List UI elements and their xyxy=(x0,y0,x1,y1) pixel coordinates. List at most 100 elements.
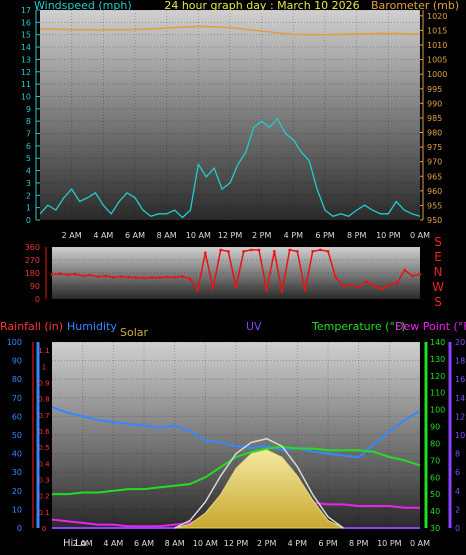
right-tick-label: 1010 xyxy=(427,41,447,50)
compass-label: S xyxy=(434,295,442,309)
uv-tick-label: 8 xyxy=(455,450,460,459)
right-tick-label: 955 xyxy=(427,201,442,210)
lo-label: Lo xyxy=(75,538,87,549)
wind-direction-point xyxy=(418,273,422,276)
wind-direction-point xyxy=(135,276,138,279)
barometer-line xyxy=(39,25,421,36)
wind-direction-point xyxy=(342,284,345,288)
x-tick-label: 6 PM xyxy=(315,231,334,240)
left-tick-label: 0 xyxy=(26,216,31,225)
right-tick-label: 990 xyxy=(427,99,442,108)
wind-direction-point xyxy=(334,276,337,279)
temp-tick-label: 40 xyxy=(430,507,440,516)
x-tick-label: 8 PM xyxy=(349,539,368,548)
x-tick-label: 12 PM xyxy=(218,231,243,240)
rain-tick-label: 0.1 xyxy=(38,509,49,517)
x-tick-label: 6 AM xyxy=(134,539,154,548)
wind-direction-point xyxy=(265,289,268,292)
x-tick-label: 4 PM xyxy=(288,539,307,548)
right-tick-label: 950 xyxy=(427,216,442,225)
x-tick-label: 6 AM xyxy=(125,231,145,240)
wind-direction-point xyxy=(119,275,123,278)
panel3-temp-ticks: 30 40 50 60 70 80 90 100 110 120 130 140 xyxy=(430,338,445,533)
wind-direction-point xyxy=(173,276,176,279)
wind-direction-point xyxy=(50,273,54,276)
humidity-tick-label: 50 xyxy=(12,431,22,440)
right-tick-label: 1005 xyxy=(427,56,447,65)
x-tick-label: 8 PM xyxy=(347,231,366,240)
wind-direction-point xyxy=(365,280,368,283)
uv-tick-label: 18 xyxy=(455,357,465,366)
left-tick-label: 2 xyxy=(26,191,31,200)
humidity-tick-label: 0 xyxy=(17,524,22,533)
humidity-tick-label: 10 xyxy=(12,505,22,514)
humidity-tick-label: 20 xyxy=(12,487,22,496)
rain-tick-label: 0.4 xyxy=(38,460,50,468)
right-tick-label: 965 xyxy=(427,172,442,181)
wind-direction-point xyxy=(288,248,291,252)
rain-tick-label: 0.3 xyxy=(38,476,49,484)
hi-label: Hi xyxy=(63,538,73,549)
panel3-uv-ticks: 0 2 4 6 8 10 12 14 16 18 20 xyxy=(455,338,465,533)
panel1-left-axis-label: Windspeed (mph) xyxy=(34,0,132,12)
x-tick-label: 0 AM xyxy=(410,539,430,548)
panel3-humidity-ticks: 0 10 20 30 40 50 60 70 80 90 100 xyxy=(7,338,22,533)
wind-direction-point xyxy=(112,276,115,279)
solar-max-line xyxy=(174,437,344,529)
left-tick-label: 13 xyxy=(21,55,31,64)
left-tick-label: 7 xyxy=(26,130,31,139)
wind-direction-point xyxy=(319,248,322,252)
panel2-plot-bg xyxy=(52,247,420,299)
temp-tick-label: 140 xyxy=(430,338,445,347)
humidity-tick-label: 80 xyxy=(12,375,22,384)
panel3-rain-ticks: 0 0.1 0.2 0.3 0.4 0.5 0.6 0.7 0.8 0.9 1 1.1 xyxy=(38,347,50,533)
humidity-line xyxy=(51,406,421,459)
legend-temperature: Temperature (°F) xyxy=(311,320,406,333)
temp-tick-label: 30 xyxy=(430,524,440,533)
x-tick-label: 4 AM xyxy=(93,231,113,240)
humidity-tick-label: 60 xyxy=(12,412,22,421)
humidity-tick-label: 40 xyxy=(12,450,22,459)
wind-direction-point xyxy=(181,275,184,278)
compass-label: S xyxy=(434,235,442,249)
wind-direction-point xyxy=(250,248,253,252)
wind-direction-point xyxy=(188,277,192,281)
left-tick-label: 11 xyxy=(21,80,31,89)
temp-tick-label: 90 xyxy=(430,423,440,432)
right-tick-label: 1015 xyxy=(427,26,447,35)
left-tick-label: 6 xyxy=(26,142,31,151)
temp-tick-label: 70 xyxy=(430,456,440,465)
left-tick-label: 3 xyxy=(26,179,31,188)
legend-solar: Solar xyxy=(120,326,149,339)
windspeed-line xyxy=(39,117,421,219)
x-tick-label: 10 AM xyxy=(193,539,218,548)
legend-dewpoint: Dew Point (°F) xyxy=(395,320,466,333)
x-tick-label: 0 AM xyxy=(410,231,430,240)
right-tick-label: 960 xyxy=(427,187,442,196)
left-tick-label: 8 xyxy=(26,117,31,126)
x-tick-label: 2 PM xyxy=(257,539,276,548)
x-tick-label: 2 AM xyxy=(62,231,82,240)
rain-tick-label: 0 xyxy=(42,525,46,533)
compass-label: W xyxy=(432,280,444,294)
x-tick-label: 2 PM xyxy=(252,231,271,240)
x-tick-label: 10 PM xyxy=(377,539,402,548)
wind-direction-point xyxy=(196,289,199,292)
wind-direction-point xyxy=(349,283,353,286)
rain-tick-label: 0.6 xyxy=(38,428,50,436)
wind-direction-point xyxy=(89,273,92,277)
left-tick-label: 12 xyxy=(21,68,31,77)
left-tick-label: 14 xyxy=(21,43,31,52)
wind-direction-point xyxy=(104,274,107,278)
rain-tick-label: 0.5 xyxy=(38,444,49,452)
wind-direction-point xyxy=(96,275,100,278)
wind-direction-point xyxy=(234,286,238,289)
legend-humidity: Humidity xyxy=(67,320,117,333)
wind-direction-point xyxy=(127,276,130,279)
right-tick-label: 995 xyxy=(427,85,442,94)
uv-tick-label: 20 xyxy=(455,338,465,347)
left-tick-label: 16 xyxy=(21,18,31,27)
wind-direction-point xyxy=(280,290,284,294)
wind-direction-point xyxy=(380,287,383,291)
